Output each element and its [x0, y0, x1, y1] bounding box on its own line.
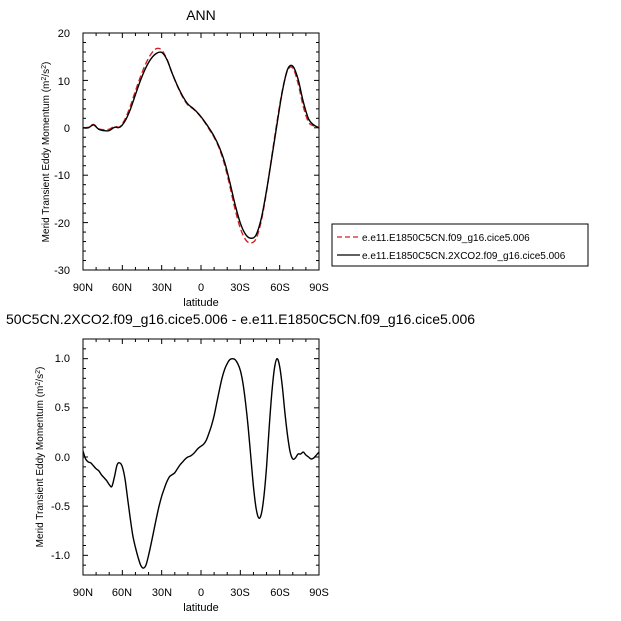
bottom-x-tick-labels: 90N 60N 30N 0 30S 60S 90S — [73, 587, 329, 599]
bottom-y-tick-label: 1.0 — [55, 353, 70, 365]
top-legend: e.e11.E1850C5CN.f09_g16.cice5.006 e.e11.… — [331, 223, 589, 267]
bottom-x-tick-label: 30S — [230, 587, 250, 599]
top-y-tick-label: 0 — [64, 123, 70, 135]
legend-label-control: e.e11.E1850C5CN.f09_g16.cice5.006 — [362, 233, 530, 244]
top-x-axis-label: latitude — [183, 297, 218, 309]
bottom-x-tick-label: 30N — [152, 587, 172, 599]
top-x-tick-labels: 90N 60N 30N 0 30S 60S 90S — [73, 282, 329, 294]
legend-box — [331, 223, 589, 267]
top-y-tick-label: 20 — [58, 28, 70, 40]
bottom-y-unit-mid: /s — [35, 374, 46, 382]
top-y-tick-label: -30 — [54, 265, 70, 277]
top-chart-title: ANN — [186, 7, 216, 23]
bottom-x-tick-label: 90S — [309, 587, 329, 599]
bottom-y-unit-sup2: 2 — [35, 370, 42, 374]
top-x-tick-label: 90N — [73, 282, 93, 294]
top-x-tick-label: 30N — [152, 282, 172, 294]
bottom-y-tick-label: -0.5 — [51, 501, 70, 513]
top-y-axis-label: Merid Transient Eddy Momentum (m2/s2) — [41, 62, 53, 243]
bottom-x-tick-label: 60N — [112, 587, 132, 599]
legend-label-2xco2: e.e11.E1850C5CN.2XCO2.f09_g16.cice5.006 — [362, 251, 566, 262]
top-y-axis-label-name: Merid Transient Eddy Momentum — [41, 95, 52, 242]
bottom-y-tick-labels: 1.0 0.5 0.0 -0.5 -1.0 — [51, 353, 70, 562]
top-y-tick-label: -20 — [54, 218, 70, 230]
top-x-tick-label: 30S — [230, 282, 250, 294]
top-x-tick-label: 60N — [112, 282, 132, 294]
bottom-x-tick-label: 0 — [198, 587, 204, 599]
top-x-tick-label: 0 — [198, 282, 204, 294]
top-panel: ANN 20 10 0 -10 -20 -30 90N 60N 30N 0 30… — [41, 7, 589, 309]
top-x-tick-label: 90S — [309, 282, 329, 294]
top-series-line-1 — [82, 51, 320, 239]
bottom-y-tick-label: 0.0 — [55, 452, 70, 464]
bottom-y-tick-label: -1.0 — [51, 550, 70, 562]
top-y-tick-label: -10 — [54, 170, 70, 182]
bottom-plot-frame — [82, 338, 320, 576]
bottom-x-axis-label: latitude — [183, 602, 218, 614]
top-x-tick-label: 60S — [270, 282, 290, 294]
top-series-line-0 — [82, 47, 320, 244]
bottom-chart-title: 50C5CN.2XCO2.f09_g16.cice5.006 - e.e11.E… — [6, 311, 475, 327]
bottom-x-tick-label: 60S — [270, 587, 290, 599]
bottom-series-line-0 — [82, 357, 320, 569]
top-y-unit-end: ) — [41, 62, 52, 65]
top-y-unit-sup2: 2 — [41, 65, 48, 69]
top-y-tick-labels: 20 10 0 -10 -20 -30 — [54, 28, 70, 277]
bottom-y-tick-label: 0.5 — [55, 402, 70, 414]
top-y-unit-mid: /s — [41, 69, 52, 77]
bottom-x-tick-label: 90N — [73, 587, 93, 599]
top-plot-frame — [82, 32, 320, 271]
bottom-y-unit-base: (m — [35, 386, 46, 398]
bottom-y-axis-label-name: Merid Transient Eddy Momentum — [35, 400, 46, 547]
bottom-y-unit-sup1: 2 — [35, 382, 42, 386]
bottom-y-axis-label: Merid Transient Eddy Momentum (m2/s2) — [35, 367, 47, 548]
bottom-y-unit-end: ) — [35, 367, 46, 370]
top-y-tick-label: 10 — [58, 76, 70, 88]
bottom-panel: 50C5CN.2XCO2.f09_g16.cice5.006 - e.e11.E… — [6, 311, 475, 614]
top-y-unit-base: (m — [41, 81, 52, 93]
top-y-unit-sup1: 2 — [41, 77, 48, 81]
